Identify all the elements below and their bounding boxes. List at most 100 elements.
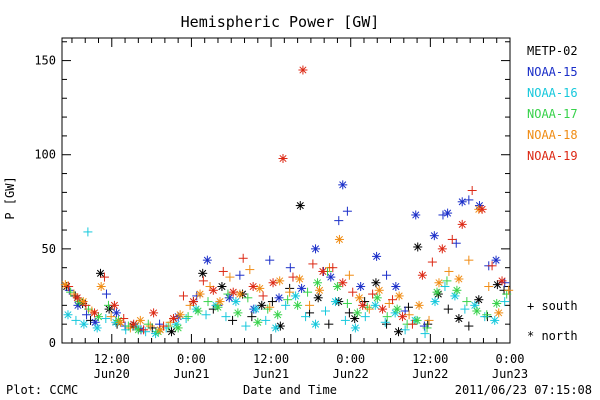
south-point: [283, 295, 293, 305]
north-point: [492, 298, 502, 308]
south-point: [382, 270, 392, 280]
x-tick-label-date: Jun22: [333, 367, 369, 381]
north-point: [92, 323, 102, 333]
x-tick-label-date: Jun21: [173, 367, 209, 381]
north-point: [217, 282, 227, 292]
north-point: [474, 295, 484, 305]
south-point: [342, 298, 352, 308]
marker-legend: + south * north: [527, 299, 578, 343]
south-point: [484, 282, 494, 292]
south-point: [407, 319, 417, 329]
north-point: [202, 255, 212, 265]
south-point: [243, 293, 253, 303]
north-point: [104, 304, 114, 314]
north-point: [391, 282, 401, 292]
south-point: [487, 261, 497, 271]
south-point: [81, 300, 91, 310]
north-point: [492, 280, 502, 290]
south-point: [404, 310, 414, 320]
north-point: [298, 65, 308, 75]
south-point: [305, 300, 315, 310]
north-point: [457, 219, 467, 229]
north-point: [149, 308, 159, 318]
north-point: [350, 314, 360, 324]
south-point: [447, 234, 457, 244]
south-point: [106, 312, 116, 322]
south-point: [265, 302, 275, 312]
plot-border: [61, 37, 511, 344]
north-point: [109, 300, 119, 310]
legend: METP-02 NOAA-15 NOAA-16 NOAA-17 NOAA-18 NOAA-…: [527, 44, 578, 163]
north-point: [491, 255, 501, 265]
north-point: [135, 315, 145, 325]
north-point: [175, 310, 185, 320]
plot-frame: [61, 37, 511, 344]
north-point: [318, 266, 328, 276]
north-point: [457, 197, 467, 207]
north-point: [454, 274, 464, 284]
south-point: [143, 319, 153, 329]
north-point: [111, 308, 121, 318]
north-point: [370, 300, 380, 310]
south-point: [247, 312, 257, 322]
north-point: [293, 300, 303, 310]
south-point: [145, 321, 155, 331]
north-point: [354, 293, 364, 303]
north-point: [332, 282, 342, 292]
south-point: [500, 297, 510, 307]
south-point: [178, 291, 188, 301]
x-tick-label-date: Jun23: [492, 367, 528, 381]
north-point: [188, 297, 198, 307]
south-point: [181, 314, 191, 324]
south-point: [267, 297, 277, 307]
north-point: [90, 308, 100, 318]
south-point: [238, 253, 248, 263]
south-point: [400, 325, 410, 335]
north-point: [253, 317, 263, 327]
marker-legend-entry: + south: [527, 299, 578, 313]
south-point: [101, 289, 111, 299]
north-point: [129, 319, 139, 329]
south-point: [221, 312, 231, 322]
south-point: [388, 295, 398, 305]
north-point: [63, 310, 73, 320]
north-point: [233, 308, 243, 318]
north-point: [429, 231, 439, 241]
north-point: [334, 234, 344, 244]
south-point: [285, 263, 295, 273]
south-point: [464, 195, 474, 205]
south-point: [183, 312, 193, 322]
x-tick-label-time: 0:00: [336, 352, 365, 366]
south-point: [440, 282, 450, 292]
south-point: [382, 319, 392, 329]
north-point: [271, 323, 281, 333]
north-point: [235, 289, 245, 299]
north-point: [454, 314, 464, 324]
north-point: [251, 304, 261, 314]
south-point: [141, 327, 151, 337]
south-point: [482, 310, 492, 320]
north-point: [295, 274, 305, 284]
south-point: [360, 312, 370, 322]
north-point: [313, 278, 323, 288]
north-point: [413, 242, 423, 252]
north-point: [228, 287, 238, 297]
south-point: [467, 186, 477, 195]
north-point: [397, 312, 407, 322]
south-point: [203, 297, 213, 307]
north-point: [414, 300, 424, 310]
north-point: [313, 293, 323, 303]
x-tick-label-date: Jun22: [412, 367, 448, 381]
north-point: [477, 204, 487, 214]
south-point: [464, 255, 474, 265]
north-point: [434, 278, 444, 288]
footer-credit: Plot: CCMC: [6, 383, 78, 397]
south-point: [99, 272, 109, 282]
footer-timestamp: 2011/06/23 07:15:08: [455, 383, 592, 397]
north-point: [96, 282, 106, 292]
south-point: [228, 315, 238, 325]
south-point: [364, 304, 374, 314]
south-point: [305, 308, 315, 318]
y-tick-label: 150: [34, 54, 56, 68]
south-point: [285, 287, 295, 297]
